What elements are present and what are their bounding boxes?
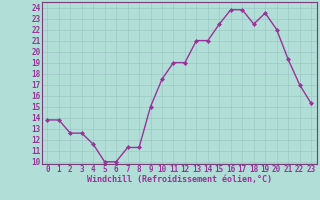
X-axis label: Windchill (Refroidissement éolien,°C): Windchill (Refroidissement éolien,°C)	[87, 175, 272, 184]
